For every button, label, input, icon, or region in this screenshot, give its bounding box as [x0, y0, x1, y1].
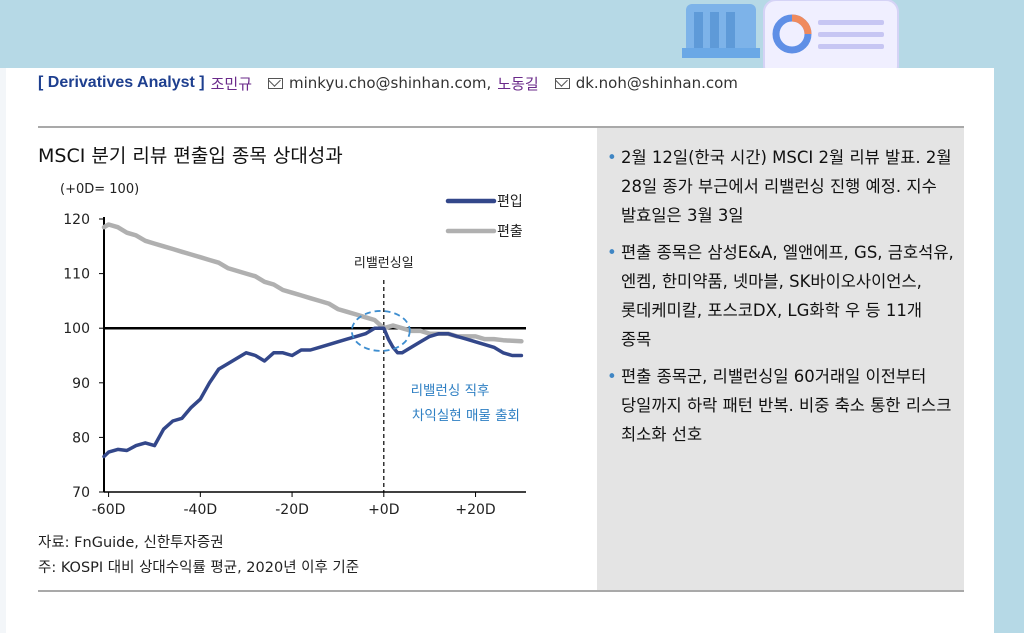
- rebalance-label: 리밸런싱일: [354, 256, 414, 271]
- x-tick-label: +20D: [455, 502, 495, 518]
- commentary-list: • 2월 12일(한국 시간) MSCI 2월 리뷰 발표. 2월 28일 종가 …: [607, 143, 957, 457]
- analyst-email-1[interactable]: minkyu.cho@shinhan.com,: [289, 74, 492, 92]
- bullet-icon: •: [607, 367, 617, 386]
- commentary-text: 편출 종목군, 리밸런싱일 60거래일 이전부터 당일까지 하락 패턴 반복. …: [621, 367, 952, 444]
- unit-label: (+0D= 100): [60, 182, 139, 197]
- analyst-name-2: 노동길: [497, 74, 539, 93]
- x-tick-label: -20D: [275, 502, 309, 518]
- x-tick-label: +0D: [368, 502, 399, 518]
- post-rebalance-note: 차익실현 매물 출회: [412, 408, 520, 424]
- y-tick-label: 120: [63, 212, 90, 228]
- series-line-out: [101, 222, 524, 344]
- bullet-icon: •: [607, 148, 617, 167]
- commentary-item: • 편출 종목은 삼성E&A, 엘앤에프, GS, 금호석유, 엔켐, 한미약품,…: [607, 238, 957, 354]
- commentary-text: 편출 종목은 삼성E&A, 엘앤에프, GS, 금호석유, 엔켐, 한미약품, …: [621, 243, 954, 349]
- legend-label: 편입: [497, 194, 523, 210]
- chart-title: MSCI 분기 리뷰 편출입 종목 상대성과: [38, 145, 343, 167]
- line-chart: (+0D= 100) 70 80 90 100 110 120 -60D -40D -20D +0D…: [60, 182, 526, 518]
- post-rebalance-note: 리밸런싱 직후: [411, 383, 490, 399]
- banner-illustration: [682, 0, 899, 79]
- section-bottom-rule: [38, 590, 964, 592]
- series-line-in: [102, 326, 524, 459]
- right-edge-strip: [994, 0, 1024, 633]
- y-tick-label: 90: [72, 376, 90, 392]
- section-top-rule: [38, 126, 964, 128]
- chart-note: 주: KOSPI 대비 상대수익률 평균, 2020년 이후 기준: [38, 560, 360, 576]
- analyst-role: [ Derivatives Analyst ]: [38, 74, 205, 91]
- analyst-email-2[interactable]: dk.noh@shinhan.com: [575, 74, 738, 92]
- legend-label: 편출: [497, 224, 523, 240]
- commentary-item: • 편출 종목군, 리밸런싱일 60거래일 이전부터 당일까지 하락 패턴 반복.…: [607, 362, 957, 449]
- y-tick-label: 110: [63, 267, 90, 283]
- mail-icon: [554, 77, 570, 89]
- commentary-text: 2월 12일(한국 시간) MSCI 2월 리뷰 발표. 2월 28일 종가 부…: [621, 148, 952, 225]
- y-tick-label: 80: [72, 430, 90, 446]
- y-tick-label: 70: [72, 485, 90, 501]
- highlight-ellipse: [350, 310, 411, 352]
- mail-icon: [268, 77, 283, 89]
- x-tick-label: -60D: [92, 502, 126, 518]
- y-tick-label: 100: [63, 321, 90, 337]
- x-tick-label: -40D: [183, 502, 217, 518]
- chart-source: 자료: FnGuide, 신한투자증권: [38, 535, 224, 551]
- bullet-icon: •: [607, 243, 617, 262]
- analyst-header: [ Derivatives Analyst ] 조민규 minkyu.cho@s…: [38, 70, 738, 96]
- commentary-item: • 2월 12일(한국 시간) MSCI 2월 리뷰 발표. 2월 28일 종가 …: [607, 143, 957, 230]
- analyst-name-1: 조민규: [210, 74, 252, 93]
- commentary-panel: [597, 128, 964, 590]
